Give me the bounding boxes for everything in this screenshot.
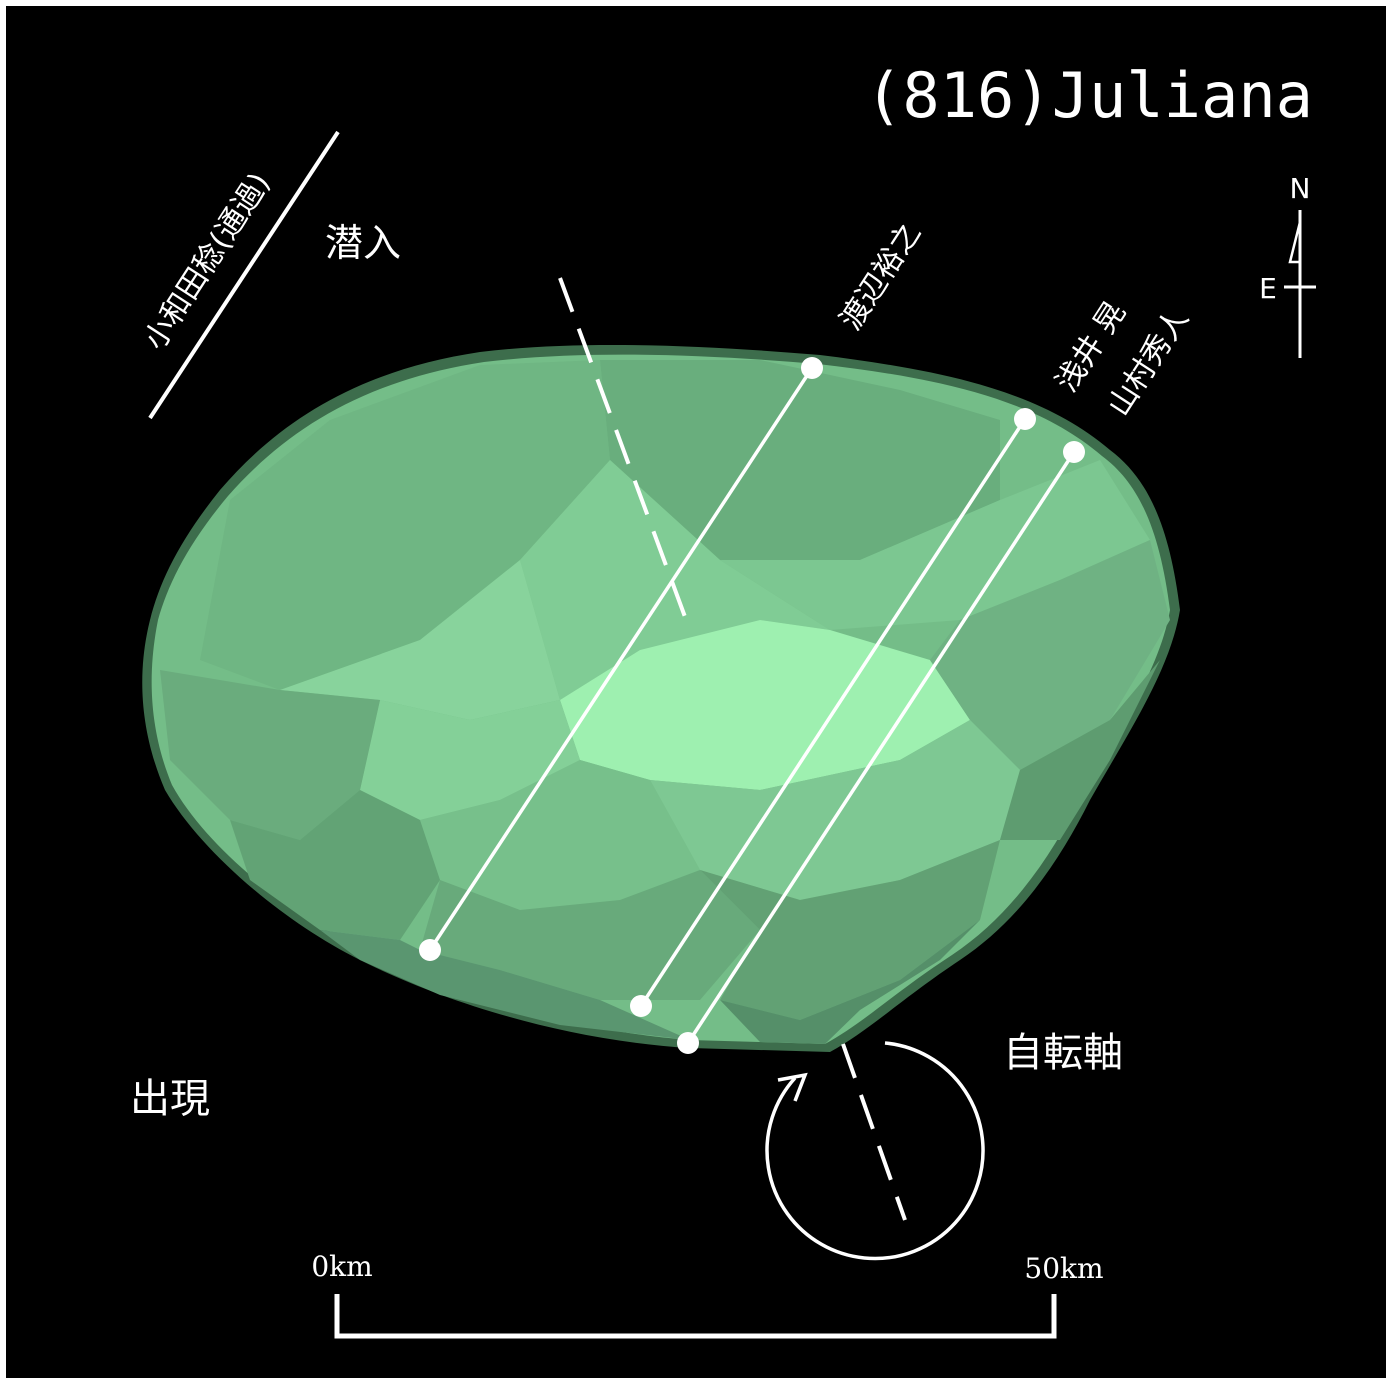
chord-3-ingress-point	[1063, 441, 1085, 463]
scale-bar: 0km 50km	[311, 1250, 1104, 1339]
rotation-direction-arc	[765, 1041, 985, 1261]
ingress-label: 潜入	[325, 221, 401, 265]
compass-north-label: N	[1290, 172, 1311, 205]
compass-east-label: E	[1259, 272, 1277, 305]
chord-2-ingress-point	[1014, 408, 1036, 430]
chord-2-egress-point	[630, 995, 652, 1017]
scale-end-label: 50km	[1024, 1252, 1103, 1285]
rotation-axis-label: 自転軸	[1003, 1030, 1123, 1076]
miss-chord-line	[148, 130, 340, 420]
chord-1	[419, 357, 823, 961]
asteroid-shape	[142, 344, 1181, 1052]
chord-1-ingress-point	[801, 357, 823, 379]
rotation-axis-upper	[558, 277, 690, 626]
egress-label: 出現	[130, 1076, 210, 1122]
chord-2	[630, 408, 1036, 1017]
chord-3	[677, 441, 1085, 1054]
rotation-axis-lower	[841, 1043, 907, 1221]
chord-1-egress-point	[419, 939, 441, 961]
north-arrow-icon	[1288, 221, 1302, 264]
compass: N E	[1259, 172, 1316, 358]
scale-start-label: 0km	[311, 1250, 372, 1283]
chord-3-egress-point	[677, 1032, 699, 1054]
rotation-arrowhead-icon	[777, 1072, 808, 1102]
diagram-title: (816)Juliana	[865, 59, 1313, 132]
